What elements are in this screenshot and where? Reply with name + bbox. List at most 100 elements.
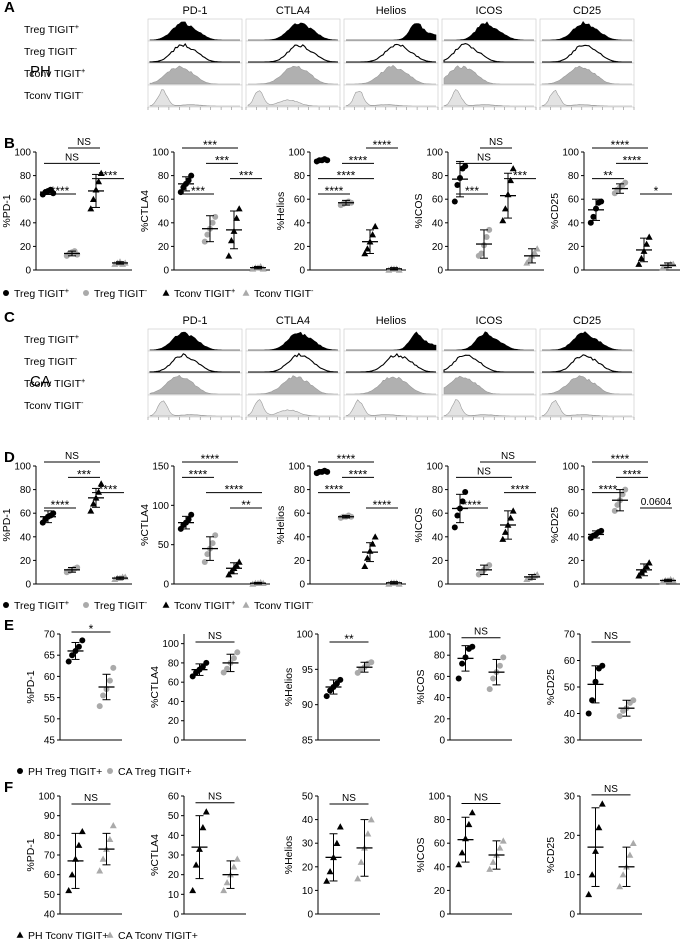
legend-label-base: Tconv TIGIT: [254, 600, 312, 612]
legend-label-sup: +: [231, 286, 235, 295]
data-point: [109, 822, 117, 829]
data-point: [616, 713, 623, 720]
y-tick-label: 0: [573, 266, 579, 277]
y-tick-label: 0: [163, 580, 169, 591]
data-point: [509, 507, 517, 514]
y-tick-label: 0: [439, 910, 445, 921]
y-tick-label: 20: [564, 831, 576, 842]
data-point: [209, 219, 216, 226]
y-tick-label: 100: [38, 792, 55, 803]
y-tick-label: 50: [302, 792, 314, 803]
legend-label: Treg TIGIT+: [14, 286, 69, 300]
y-tick-label: 0: [25, 266, 31, 277]
y-tick-label: 100: [426, 462, 443, 473]
histogram-curve: [346, 376, 436, 395]
histogram-curve: [443, 89, 534, 107]
data-point: [451, 198, 458, 205]
data-point: [598, 527, 605, 534]
y-axis-label: %PD-1: [1, 194, 13, 227]
y-tick-label: 20: [294, 242, 306, 253]
data-point: [199, 824, 207, 831]
histogram-curve: [444, 331, 534, 351]
y-tick-label: 40: [302, 815, 314, 826]
y-tick-label: 40: [294, 218, 306, 229]
data-point: [598, 198, 605, 205]
histogram-curve: [542, 44, 632, 63]
significance-label: NS: [477, 466, 491, 477]
legend-label: PH Treg TIGIT+: [28, 766, 102, 778]
data-point: [616, 883, 624, 890]
data-point: [95, 178, 103, 185]
data-point: [209, 540, 216, 547]
y-tick-label: 60: [168, 792, 180, 803]
legend-label-base: Treg TIGIT: [14, 600, 65, 612]
y-tick-label: 30: [564, 792, 576, 803]
scatter-plot: 0 20 40 60 80 100 %ICOS NS: [415, 627, 512, 747]
data-point: [227, 567, 235, 575]
significance-label: ***: [239, 169, 253, 183]
histogram-curve: [345, 90, 436, 107]
hist-row-label: Tconv TIGIT+: [24, 376, 85, 390]
scatter-plot: 0 10 20 30 40 50 %Helios NS: [283, 792, 380, 921]
y-tick-label: 80: [568, 485, 580, 496]
significance-label: *: [89, 622, 94, 636]
data-point: [455, 675, 462, 682]
significance-label: ****: [349, 153, 368, 167]
significance-label: ***: [215, 153, 229, 167]
y-tick-label: 0: [573, 580, 579, 591]
data-point: [203, 659, 210, 666]
histogram-curve: [149, 43, 240, 63]
significance-label: ****: [51, 184, 70, 198]
y-tick-label: 70: [564, 630, 576, 641]
panel-letter-D: D: [4, 449, 15, 466]
significance-label: ****: [51, 498, 70, 512]
significance-label: ****: [337, 452, 356, 466]
y-axis-label: %CD25: [545, 669, 557, 705]
histogram-curve: [248, 331, 339, 351]
data-point: [75, 841, 83, 848]
legend-label-sup: -: [145, 598, 148, 607]
data-point: [622, 486, 629, 493]
y-tick-label: 20: [432, 242, 444, 253]
legend-label-base: Tconv TIGIT: [174, 600, 232, 612]
y-tick-label: 100: [288, 148, 305, 159]
data-point: [354, 875, 362, 882]
legend-label: Treg TIGIT+: [14, 598, 69, 612]
y-tick-label: 20: [20, 556, 32, 567]
data-point: [188, 172, 195, 179]
histogram-curve: [541, 89, 632, 107]
y-tick-label: 40: [158, 218, 170, 229]
hist-marker-title: CTLA4: [276, 315, 310, 327]
significance-label: ****: [373, 498, 392, 512]
legend-label: Tconv TIGIT-: [254, 598, 314, 612]
data-point: [462, 163, 469, 170]
histogram-curve: [248, 22, 339, 41]
data-point: [489, 858, 497, 865]
histogram-curve: [248, 352, 339, 373]
y-tick-label: 0: [299, 580, 305, 591]
hist-cell: [539, 84, 635, 108]
significance-label: **: [241, 498, 251, 512]
scatter-plot: 30 40 50 60 70 %CD25 NS: [545, 630, 642, 747]
y-tick-label: 0: [307, 910, 313, 921]
hist-cell: [147, 394, 243, 418]
y-tick-label: 90: [44, 811, 56, 822]
y-tick-label: 50: [44, 714, 56, 725]
histogram-curve: [149, 89, 240, 107]
legend-label: CA Tconv TIGIT+: [118, 930, 198, 942]
significance-label: ****: [599, 483, 618, 497]
hist-row-label: Tconv TIGIT+: [24, 66, 85, 80]
histogram-curve: [346, 65, 436, 85]
y-axis-label: %PD-1: [25, 670, 37, 703]
legend-label: Tconv TIGIT+: [174, 598, 235, 612]
tissue-label-A: PH: [30, 63, 51, 80]
data-point: [458, 849, 466, 856]
y-tick-label: 80: [158, 171, 170, 182]
y-tick-label: 80: [294, 171, 306, 182]
y-tick-label: 60: [44, 672, 56, 683]
y-tick-label: 40: [168, 831, 180, 842]
tissue-label-C: CA: [30, 373, 51, 390]
significance-label: 0.0604: [641, 497, 672, 508]
panel-letter-F: F: [4, 779, 13, 796]
